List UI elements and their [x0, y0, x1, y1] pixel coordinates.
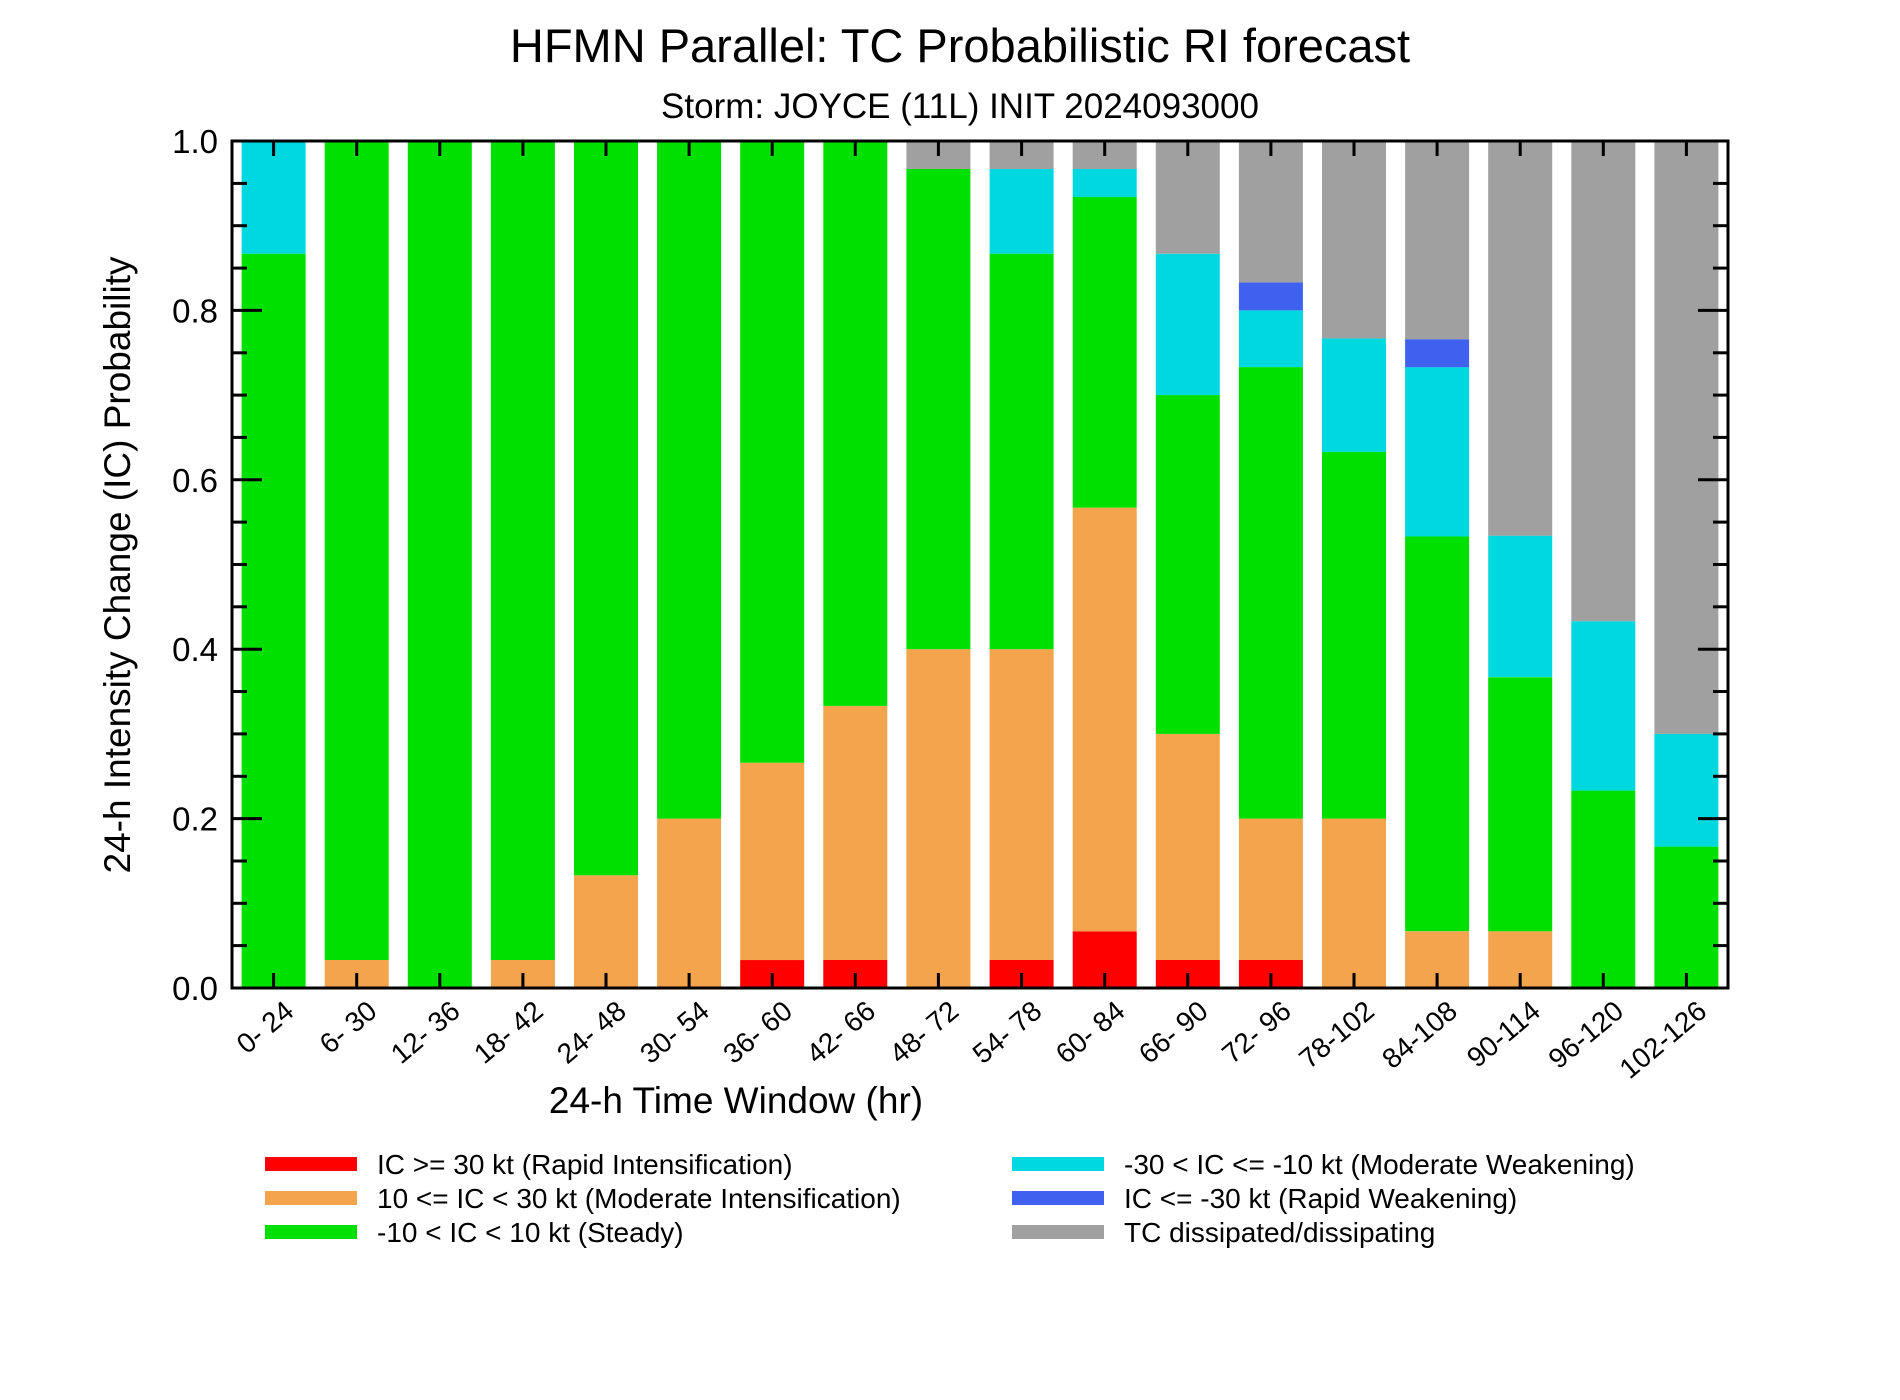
x-tick-label: 60- 84 — [1050, 995, 1131, 1070]
x-tick-label: 90-114 — [1461, 995, 1546, 1073]
bar-segment-10-1 — [1072, 507, 1137, 932]
bar-segment-4-1 — [574, 875, 638, 988]
bar-segment-9-3 — [989, 169, 1054, 254]
bar-segment-8-2 — [906, 169, 971, 650]
legend-label: TC dissipated/dissipating — [1124, 1217, 1435, 1248]
legend-swatch — [1012, 1191, 1104, 1205]
legend-swatch — [265, 1191, 357, 1205]
legend-label: 10 <= IC < 30 kt (Moderate Intensificati… — [377, 1183, 901, 1214]
x-tick-label: 0- 24 — [231, 995, 300, 1060]
bar-segment-5-2 — [657, 141, 722, 819]
x-tick-label: 72- 96 — [1216, 995, 1297, 1070]
bar-segment-11-1 — [1155, 733, 1220, 960]
bar-segment-6-2 — [740, 141, 805, 763]
bar-segment-11-5 — [1155, 141, 1220, 254]
bar-segment-15-3 — [1488, 535, 1553, 678]
bar-segment-7-1 — [823, 705, 888, 960]
bar-segment-15-5 — [1488, 141, 1553, 536]
x-tick-label: 84-108 — [1376, 995, 1463, 1075]
bar-segment-13-2 — [1322, 451, 1386, 819]
bar-segment-17-2 — [1654, 846, 1719, 988]
bar-segment-6-1 — [740, 762, 805, 961]
bar-segment-9-1 — [989, 649, 1054, 960]
bar-segment-14-5 — [1405, 141, 1470, 340]
x-tick-label: 102-126 — [1614, 995, 1713, 1085]
legend-label: -30 < IC <= -10 kt (Moderate Weakening) — [1124, 1149, 1635, 1180]
x-tick-label: 24- 48 — [551, 995, 632, 1070]
axis-ticks — [232, 139, 1728, 990]
bar-segment-12-2 — [1238, 367, 1303, 819]
x-tick-label: 78-102 — [1293, 995, 1380, 1075]
bar-segment-12-3 — [1238, 310, 1303, 368]
bar-segment-1-2 — [324, 141, 389, 960]
bar-segment-11-2 — [1155, 395, 1220, 734]
bar-segment-14-3 — [1405, 367, 1470, 537]
y-axis-label: 24-h Intensity Change (IC) Probability — [97, 256, 138, 873]
x-tick-label: 18- 42 — [468, 995, 549, 1070]
y-tick-label: 0.6 — [172, 462, 218, 499]
bar-segment-9-2 — [989, 253, 1054, 650]
bar-segment-10-3 — [1072, 169, 1137, 197]
x-tick-label: 66- 90 — [1133, 995, 1214, 1070]
legend-label: IC <= -30 kt (Rapid Weakening) — [1124, 1183, 1517, 1214]
y-tick-label: 0.4 — [172, 631, 218, 668]
y-tick-label: 0.0 — [172, 970, 218, 1007]
bar-segment-14-4 — [1405, 339, 1470, 368]
bar-segment-16-2 — [1571, 790, 1636, 988]
y-tick-label: 0.8 — [172, 292, 218, 329]
bar-segment-17-5 — [1654, 141, 1719, 734]
bar-segment-16-3 — [1571, 621, 1636, 791]
bar-segment-7-2 — [823, 141, 888, 706]
y-tick-labels: 0.0 0.2 0.4 0.6 0.8 1.0 — [172, 123, 218, 1007]
legend-label: IC >= 30 kt (Rapid Intensification) — [377, 1149, 793, 1180]
bar-segment-3-2 — [490, 141, 555, 960]
bar-segment-5-1 — [657, 818, 722, 988]
bar-segment-13-5 — [1322, 141, 1386, 339]
bar-segment-10-2 — [1072, 196, 1137, 508]
x-tick-label: 6- 30 — [314, 995, 383, 1060]
legend-swatch — [265, 1225, 357, 1239]
x-tick-label: 48- 72 — [884, 995, 965, 1070]
x-axis-label: 24-h Time Window (hr) — [549, 1080, 923, 1121]
bar-segment-2-2 — [407, 141, 472, 988]
legend-swatch — [1012, 1157, 1104, 1171]
legend-swatch — [265, 1157, 357, 1171]
y-tick-label: 0.2 — [172, 801, 218, 838]
x-tick-label: 36- 60 — [717, 995, 798, 1070]
x-tick-label: 12- 36 — [385, 995, 466, 1070]
bar-segment-13-3 — [1322, 338, 1386, 452]
chart-subtitle: Storm: JOYCE (11L) INIT 2024093000 — [661, 87, 1259, 126]
legend: IC >= 30 kt (Rapid Intensification)10 <=… — [265, 1149, 1635, 1248]
bar-segment-0-3 — [241, 141, 306, 254]
bar-segment-8-1 — [906, 649, 971, 988]
bar-segment-16-5 — [1571, 141, 1636, 622]
legend-label: -10 < IC < 10 kt (Steady) — [377, 1217, 684, 1248]
bar-segment-11-3 — [1155, 253, 1220, 396]
bar-segment-15-2 — [1488, 677, 1553, 932]
bar-segment-12-1 — [1238, 818, 1303, 960]
chart-title: HFMN Parallel: TC Probabilistic RI forec… — [510, 19, 1410, 72]
x-tick-labels: 0- 24 6- 30 12- 36 18- 42 24- 48 30- 54 36- 60… — [231, 995, 1713, 1085]
bar-segment-4-2 — [574, 141, 638, 876]
legend-swatch — [1012, 1225, 1104, 1239]
bar-segment-14-2 — [1405, 536, 1470, 932]
bar-segment-13-1 — [1322, 818, 1386, 988]
y-tick-label: 1.0 — [172, 123, 218, 160]
bar-segment-12-5 — [1238, 141, 1303, 283]
x-tick-label: 30- 54 — [634, 995, 715, 1070]
x-tick-label: 42- 66 — [800, 995, 881, 1070]
bar-segment-12-4 — [1238, 282, 1303, 311]
x-tick-label: 54- 78 — [967, 995, 1048, 1070]
bar-segment-0-2 — [241, 253, 306, 988]
bar-area — [241, 141, 1719, 988]
bar-segment-17-3 — [1654, 733, 1719, 847]
